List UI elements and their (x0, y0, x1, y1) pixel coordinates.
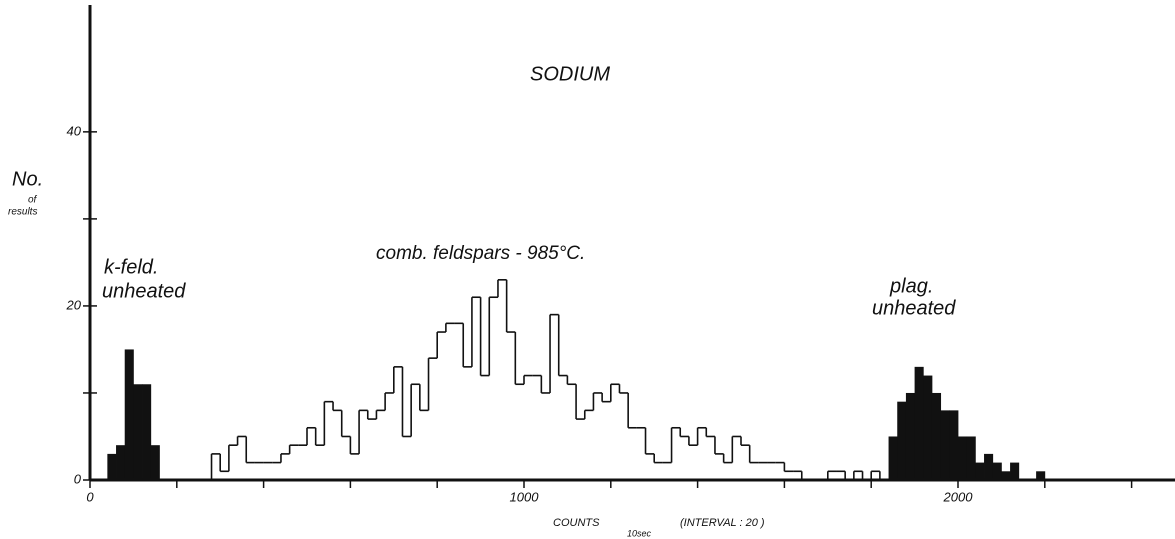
bar (923, 375, 933, 480)
x-label-note: (INTERVAL : 20 ) (680, 517, 765, 529)
chart-title: SODIUM (530, 63, 610, 85)
y-label: results (8, 207, 37, 218)
bar (949, 410, 959, 480)
bar (124, 349, 134, 480)
annotation: unheated (872, 297, 956, 319)
bar (1010, 462, 1020, 480)
annotation: plag. (889, 275, 933, 297)
bar (142, 384, 152, 480)
bar (966, 436, 976, 480)
bar (888, 436, 898, 480)
y-tick-label: 0 (74, 471, 82, 486)
bar (1001, 471, 1011, 480)
bar (992, 462, 1002, 480)
bar (150, 445, 160, 480)
annotation: k-feld. (104, 256, 158, 278)
y-label: of (28, 195, 38, 206)
bar (940, 410, 950, 480)
bar (133, 384, 143, 480)
bar (914, 366, 924, 480)
bar (931, 392, 942, 480)
x-label-sub: 10sec (627, 528, 652, 538)
y-tick-label: 40 (67, 123, 82, 138)
bar (897, 401, 907, 480)
annotation: comb. feldspars - 985°C. (376, 243, 585, 264)
x-tick-label: 0 (86, 489, 94, 504)
x-tick-label: 1000 (510, 489, 540, 504)
annotation: unheated (102, 280, 186, 302)
y-tick-label: 20 (66, 297, 82, 312)
bar (984, 453, 994, 480)
x-tick-label: 2000 (943, 489, 974, 504)
bar (975, 462, 985, 480)
bar (905, 392, 915, 480)
bar (116, 445, 126, 480)
y-label: No. (12, 168, 43, 190)
bar (958, 436, 968, 480)
bar (1036, 471, 1046, 480)
bar (107, 453, 117, 480)
x-label: COUNTS (553, 517, 600, 529)
